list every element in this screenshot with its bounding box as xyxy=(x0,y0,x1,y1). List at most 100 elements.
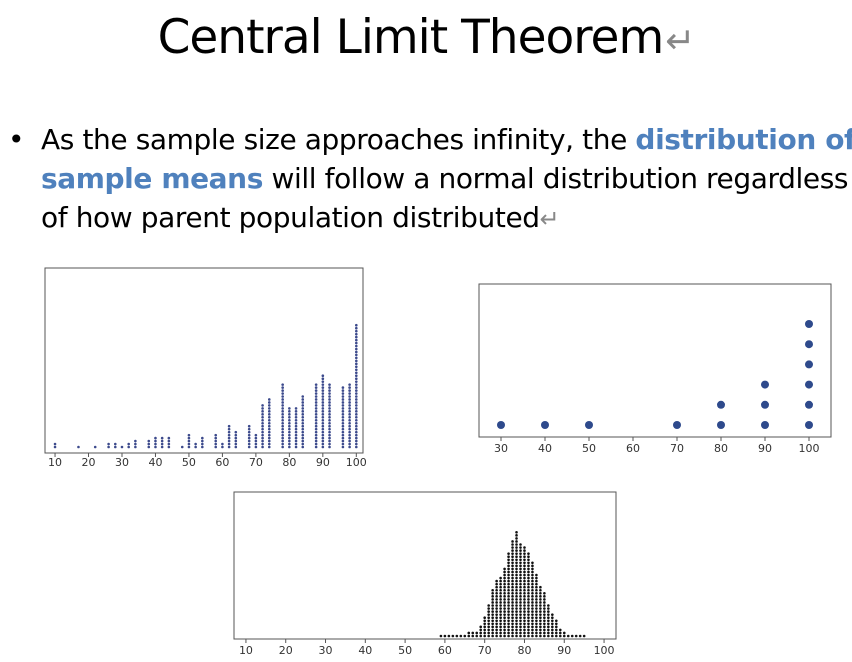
data-point xyxy=(294,424,298,428)
data-point xyxy=(535,625,538,629)
data-point xyxy=(507,625,510,629)
data-point xyxy=(515,592,518,595)
data-point xyxy=(539,610,542,613)
data-point xyxy=(348,398,351,401)
data-point xyxy=(355,389,358,392)
data-point xyxy=(267,416,271,419)
data-point xyxy=(328,433,331,437)
data-point xyxy=(503,595,506,598)
data-point xyxy=(301,407,305,410)
data-point xyxy=(328,445,331,449)
data-point xyxy=(543,625,546,629)
data-point xyxy=(261,430,264,434)
data-point xyxy=(523,610,526,613)
data-point xyxy=(301,395,305,398)
data-point xyxy=(314,389,318,392)
data-point xyxy=(294,416,298,419)
data-point xyxy=(328,383,331,386)
data-point xyxy=(555,622,558,626)
data-point xyxy=(288,439,291,443)
data-point xyxy=(515,537,518,540)
data-point xyxy=(341,398,345,401)
data-point xyxy=(93,445,97,449)
data-point xyxy=(281,413,284,416)
data-point xyxy=(531,595,534,598)
x-tick-label: 40 xyxy=(148,456,162,469)
data-point xyxy=(527,595,530,598)
data-point xyxy=(523,558,526,562)
data-point xyxy=(160,442,164,446)
data-point xyxy=(499,592,502,595)
data-point xyxy=(503,570,506,574)
data-point xyxy=(511,595,514,598)
data-point xyxy=(531,598,534,601)
data-point xyxy=(321,416,325,419)
data-point xyxy=(328,386,331,389)
data-point xyxy=(341,439,345,443)
data-point xyxy=(154,439,157,443)
data-point xyxy=(314,418,318,422)
data-point xyxy=(527,604,530,607)
data-point xyxy=(134,445,137,449)
data-point xyxy=(527,585,530,589)
data-point xyxy=(194,445,197,449)
data-point xyxy=(483,622,486,626)
data-point xyxy=(281,416,284,419)
data-point xyxy=(515,628,518,632)
data-point xyxy=(527,570,530,574)
data-point xyxy=(261,407,264,410)
data-point xyxy=(355,413,358,416)
data-point xyxy=(234,436,238,440)
data-point xyxy=(499,613,502,616)
data-point xyxy=(348,392,351,395)
data-point xyxy=(535,616,538,619)
data-point xyxy=(582,634,586,638)
data-point xyxy=(234,439,238,443)
data-point xyxy=(483,634,486,638)
data-point xyxy=(515,543,518,546)
data-point xyxy=(314,416,318,419)
data-point xyxy=(355,371,358,375)
data-point xyxy=(515,631,518,635)
data-point xyxy=(527,592,530,595)
data-point xyxy=(535,610,538,613)
data-point xyxy=(535,576,538,580)
x-tick-label: 80 xyxy=(282,456,296,469)
data-point xyxy=(539,604,542,607)
data-point xyxy=(761,380,769,389)
data-point xyxy=(328,436,331,440)
data-point xyxy=(288,416,291,419)
data-point xyxy=(294,410,298,413)
data-point xyxy=(491,622,494,626)
data-point xyxy=(507,582,510,586)
data-point xyxy=(515,604,518,607)
data-point xyxy=(355,332,358,336)
data-point xyxy=(120,445,124,449)
data-point xyxy=(247,424,251,428)
data-point xyxy=(167,445,171,449)
data-point xyxy=(511,555,514,558)
data-point xyxy=(288,445,291,449)
bullet-text: As the sample size approaches infinity, … xyxy=(41,120,852,239)
data-point xyxy=(355,344,358,348)
data-point xyxy=(475,634,479,638)
data-point xyxy=(491,628,494,632)
data-point xyxy=(499,585,502,589)
data-point xyxy=(511,628,514,632)
data-point xyxy=(321,401,325,404)
data-point xyxy=(499,610,502,613)
data-point xyxy=(539,588,542,592)
data-point xyxy=(355,395,358,398)
data-point xyxy=(519,588,522,592)
data-point xyxy=(527,576,530,580)
data-point xyxy=(511,558,514,562)
data-point xyxy=(247,445,251,449)
data-point xyxy=(267,407,271,410)
data-point xyxy=(341,392,345,395)
data-point xyxy=(527,555,530,558)
data-point xyxy=(527,634,530,638)
data-point xyxy=(511,549,514,552)
x-tick-label: 30 xyxy=(494,442,508,455)
data-point xyxy=(531,585,534,589)
data-point xyxy=(511,604,514,607)
